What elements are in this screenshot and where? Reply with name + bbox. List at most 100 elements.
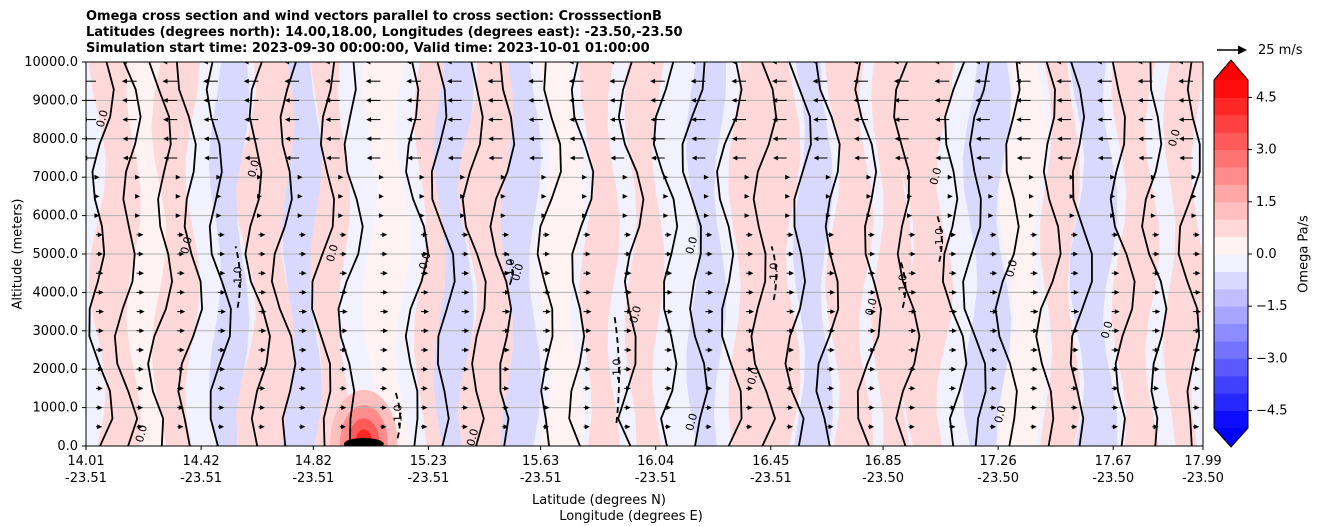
wind-vector-head [1033,309,1039,314]
wind-vector-head [301,366,307,372]
wind-vector-head [203,98,209,103]
wind-vector-head [1153,424,1159,430]
wind-vector-head [950,424,956,430]
wind-vector-head [300,405,306,410]
wind-vector-head [1069,174,1075,180]
wind-vector-head [788,405,794,410]
wind-vector-head [1073,270,1079,276]
wind-vector-head [463,366,469,372]
wind-vector-head [1150,174,1156,180]
wind-vector-head [609,78,615,84]
wind-vector-head [1178,117,1184,122]
wind-vector-head [1137,98,1143,103]
wind-vector-head [341,405,347,410]
vector-key-arrow [1217,45,1247,55]
contour-zero [175,62,204,446]
wind-vector-head [870,347,876,353]
x-tick-label-lon: -23.51 [520,471,562,486]
contour-zero [113,62,142,446]
wind-vector-head [487,78,493,84]
wind-vector-head [1194,424,1200,430]
wind-vector-head [586,290,592,295]
wind-vector-head [302,309,308,314]
wind-vector-head [382,366,388,372]
wind-vector-head [772,136,778,142]
contour-label: -1.0 [232,266,245,287]
wind-vector-head [748,347,754,353]
wind-vector-head [1028,213,1034,218]
wind-vector-head [487,62,493,65]
wind-vector-head [788,251,794,257]
wind-vector-head [830,290,836,295]
vector-key-head [1238,45,1247,55]
wind-vector-head [627,309,633,314]
wind-vector-head [545,347,551,353]
wind-vector-head [569,155,575,161]
contour-label: 0.0 [683,235,700,255]
colorbar-level [1214,149,1248,168]
wind-vector-head [870,328,876,334]
wind-vector-head [1150,194,1156,199]
x-tick-label-lat: 16.45 [752,454,789,469]
y-tick-label: 2000.0 [33,362,79,377]
wind-vector-head [910,347,916,353]
wind-vector-head [259,424,265,430]
wind-vector-head [138,366,144,372]
wind-vector-head [785,174,791,180]
contour-zero [430,62,456,446]
wind-vector-head [338,213,344,218]
wind-vector-head [340,424,346,430]
y-tick-label: 5000.0 [33,247,79,262]
wind-vector-head [666,366,672,372]
wind-vector-head [894,117,900,122]
contour-zero [536,62,562,446]
wind-vector-head [626,270,632,276]
y-tick-label: 4000.0 [33,285,79,300]
wind-vector-head [934,62,940,65]
wind-vector-head [219,424,225,430]
contour-label: 0.0 [464,427,481,447]
wind-vector-head [297,174,303,180]
wind-vector-head [423,290,429,295]
contour-label: -1.0 [768,262,781,283]
wind-vector-head [1195,290,1201,295]
x-tick-label-lon: -23.50 [862,471,904,486]
wind-vector-head [284,62,290,65]
wind-vector-head [504,270,510,276]
wind-vector-head [179,366,185,372]
wind-vector-head [812,98,818,103]
wind-vector-head [179,386,185,391]
x-tick-label-lon: -23.51 [750,471,792,486]
wind-vector-head [813,136,819,142]
wind-vector-head [951,347,957,353]
wind-vector-head [788,386,794,391]
y-tick-label: 9000.0 [33,93,79,108]
contour-zero [88,62,115,446]
wind-vector-head [911,328,917,334]
chart-title-line-2: Latitudes (degrees north): 14.00,18.00, … [86,25,683,40]
wind-vector-head [893,62,899,65]
colorbar-outline [1213,59,1249,448]
wind-vector-head [423,270,429,276]
contour-zero [1035,62,1062,446]
contour-label: 0.0 [509,262,526,282]
wind-vector-head [378,213,384,218]
contour-label: 0.0 [94,109,111,129]
wind-vector-head [1015,62,1021,65]
wind-vector-head [244,117,250,122]
colorbar-tick-label: 1.5 [1256,195,1277,210]
wind-vector-head [285,136,291,142]
wind-vector-head [1113,386,1119,391]
wind-vector-head [98,251,104,257]
wind-vector-head [175,174,181,180]
wind-vector-head [378,174,384,180]
wind-vector-head [585,366,591,372]
wind-vector-head [813,155,819,161]
wind-vector-head [975,78,981,84]
wind-vector-head [707,347,713,353]
wind-vector-head [992,270,998,276]
contour-minus-one [770,246,778,301]
wind-vector-head [785,194,791,199]
wind-vector-head [1028,194,1034,199]
wind-vector-head [582,174,588,180]
